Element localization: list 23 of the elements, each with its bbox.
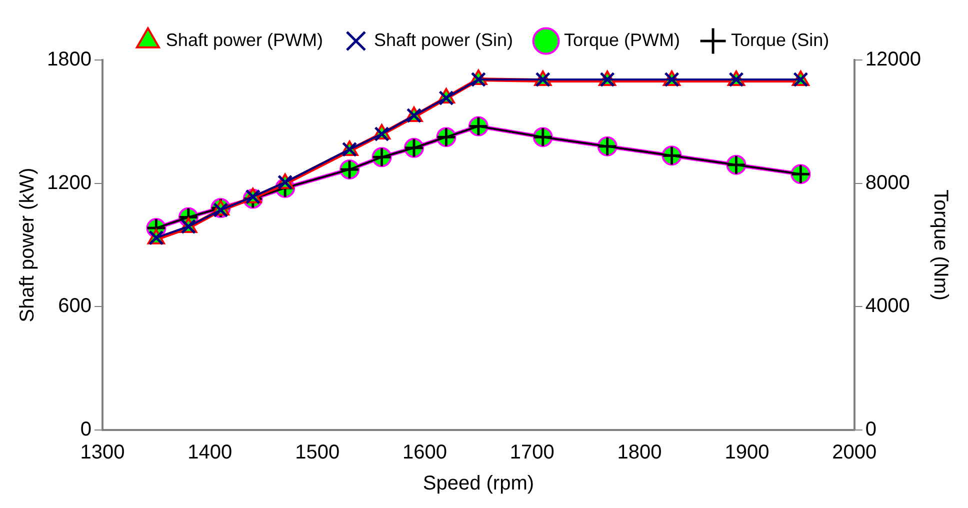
x-tick-label: 1600 <box>402 442 447 464</box>
x-tick-label: 1300 <box>80 442 125 464</box>
y2-axis-title: Torque (Nm) <box>929 189 952 301</box>
y2-tick-label: 8000 <box>865 172 910 194</box>
y2-tick-label: 0 <box>865 418 877 441</box>
y-axis-title: Shaft power (kW) <box>16 168 39 322</box>
y-tick-label: 1200 <box>46 172 92 194</box>
x-axis-title: Speed (rpm) <box>422 472 534 495</box>
legend-label: Shaft power (Sin) <box>374 30 514 50</box>
x-tick-label: 1900 <box>724 442 770 464</box>
legend-label: Shaft power (PWM) <box>166 30 323 50</box>
y-tick-label: 1800 <box>46 48 92 71</box>
x-tick-label: 1700 <box>510 442 554 464</box>
y2-tick-label: 12000 <box>865 48 922 71</box>
y-tick-label: 600 <box>58 295 92 318</box>
y-tick-label: 0 <box>80 418 92 441</box>
legend-label: Torque (Sin) <box>731 30 830 50</box>
x-tick-label: 2000 <box>832 442 877 464</box>
legend-label: Torque (PWM) <box>564 30 680 50</box>
x-tick-label: 1800 <box>617 442 662 464</box>
x-tick-label: 1500 <box>295 442 340 464</box>
y2-tick-label: 4000 <box>865 295 910 318</box>
x-tick-label: 1400 <box>188 442 232 464</box>
